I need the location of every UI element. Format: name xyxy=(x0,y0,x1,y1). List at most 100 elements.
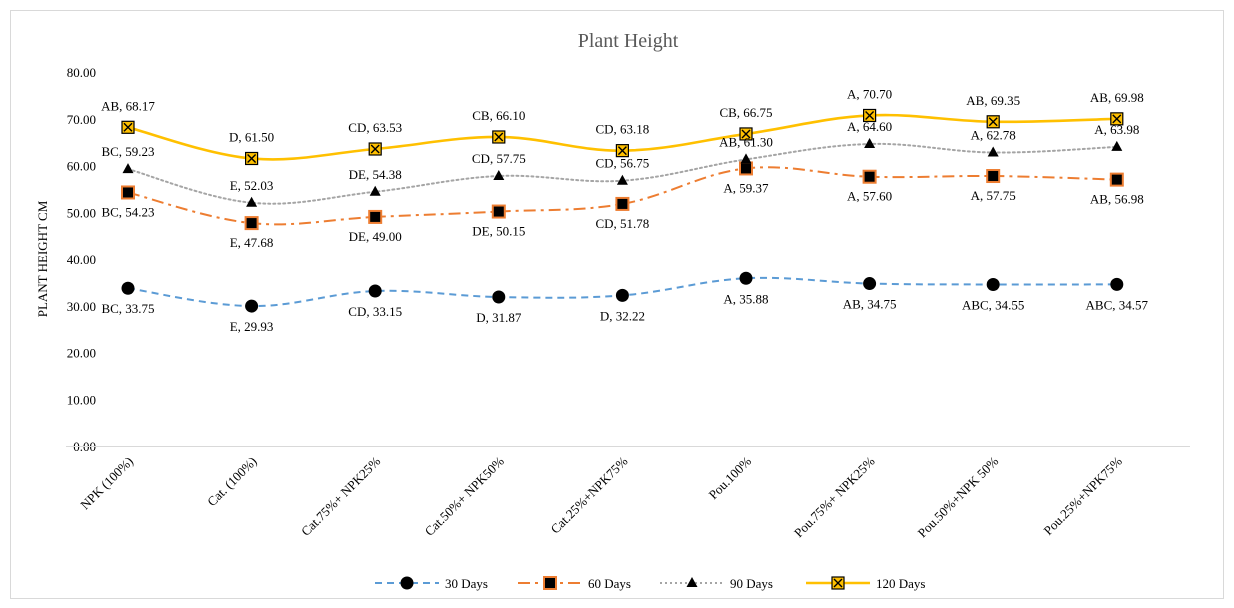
series-120-days-data-label: CD, 63.18 xyxy=(595,122,649,137)
series-90-days-point xyxy=(864,137,876,148)
series-60-days-point xyxy=(862,169,877,184)
y-tick-label: 80.00 xyxy=(67,65,96,80)
legend-90-days-label: 90 Days xyxy=(730,576,773,591)
series-60-days-data-label: E, 47.68 xyxy=(230,235,274,250)
legend-120-days-point xyxy=(831,576,845,590)
series-120-days-point xyxy=(739,127,753,141)
series-90-days-data-label: DE, 54.38 xyxy=(349,167,402,182)
series-30-days-data-label: ABC, 34.55 xyxy=(962,297,1024,312)
series-60-days-point xyxy=(244,216,259,231)
series-90-days-point xyxy=(616,174,628,185)
series-90-days xyxy=(122,137,1123,207)
series-30-days-point xyxy=(121,281,135,295)
series-90-days-data-label: CD, 56.75 xyxy=(595,156,649,171)
series-90-days-point xyxy=(493,170,505,181)
series-120-days-data-label: CD, 63.53 xyxy=(348,120,402,135)
data-label-layer: BC, 33.75 E, 29.93 CD, 33.15 D, 31.87 D, 32.… xyxy=(101,86,1148,334)
series-30-days-data-label: ABC, 34.57 xyxy=(1086,297,1149,312)
y-tick-label: 30.00 xyxy=(67,299,96,314)
y-axis-title: PLANT HEIGHT CM xyxy=(35,200,50,317)
series-120-days-data-label: D, 61.50 xyxy=(229,129,274,144)
series-90-days-point xyxy=(369,185,381,196)
chart-frame xyxy=(10,10,1224,599)
series-30-days-point xyxy=(1110,277,1124,291)
series-30-days-data-label: D, 32.22 xyxy=(600,308,645,323)
legend-60-days: 60 Days xyxy=(518,576,631,591)
legend-120-days-label: 120 Days xyxy=(876,576,925,591)
series-30-days xyxy=(121,271,1124,313)
series-60-days xyxy=(121,161,1124,231)
series-120-days-point xyxy=(862,108,877,123)
series-60-days-data-label: BC, 54.23 xyxy=(101,204,154,219)
series-30-days-data-label: D, 31.87 xyxy=(476,310,522,325)
series-30-days-data-label: CD, 33.15 xyxy=(348,304,402,319)
y-tick-label: 20.00 xyxy=(67,346,96,361)
series-90-days-data-label: A, 63.98 xyxy=(1094,122,1139,137)
series-120-days-data-label: AB, 69.98 xyxy=(1090,90,1144,105)
series-90-days-point xyxy=(987,146,999,157)
series-120-days-point xyxy=(986,115,1000,129)
series-120-days-data-label: A, 70.70 xyxy=(847,86,892,101)
series-60-days-point xyxy=(986,169,1001,184)
series-120-days-point xyxy=(368,142,382,156)
series-120-days-point xyxy=(121,120,135,134)
y-tick-label: 40.00 xyxy=(67,252,96,267)
series-30-days-data-label: A, 35.88 xyxy=(723,291,768,306)
series-30-days-data-label: E, 29.93 xyxy=(230,319,274,334)
legend-120-days: 120 Days xyxy=(806,576,925,591)
y-tick-label: 50.00 xyxy=(67,205,96,220)
series-60-days-data-label: DE, 49.00 xyxy=(349,229,402,244)
series-layer xyxy=(121,108,1124,313)
series-120-days-point xyxy=(245,151,259,166)
legend: 30 Days 60 Days 90 Days 120 Days xyxy=(375,576,925,591)
series-120-days-data-label: CB, 66.10 xyxy=(472,108,525,123)
chart-title: Plant Height xyxy=(578,30,679,52)
legend-30-days-point xyxy=(400,576,414,590)
y-tick-label: 70.00 xyxy=(67,112,96,127)
series-30-days-data-label: BC, 33.75 xyxy=(101,301,154,316)
series-120-days xyxy=(121,108,1124,166)
series-60-days-point xyxy=(739,161,753,176)
series-90-days-point xyxy=(246,196,258,207)
series-30-days-point xyxy=(492,290,506,304)
series-90-days-point xyxy=(1111,140,1123,151)
series-120-days-data-label: CB, 66.75 xyxy=(719,105,772,120)
legend-30-days: 30 Days xyxy=(375,576,488,591)
series-120-days-point xyxy=(492,130,506,144)
series-60-days-point xyxy=(615,196,630,211)
series-90-days-data-label: E, 52.03 xyxy=(230,178,274,193)
legend-90-days: 90 Days xyxy=(660,576,773,591)
series-120-days-point xyxy=(1110,112,1124,126)
series-60-days-data-label: A, 59.37 xyxy=(723,180,769,195)
series-60-days-data-label: DE, 50.15 xyxy=(472,224,525,239)
series-60-days-data-label: A, 57.60 xyxy=(847,189,892,204)
series-90-days-data-label: CD, 57.75 xyxy=(472,151,526,166)
series-90-days-data-label: A, 62.78 xyxy=(971,128,1016,143)
series-30-days-point xyxy=(245,299,259,313)
legend-60-days-point xyxy=(543,576,557,590)
series-60-days-point xyxy=(121,185,135,200)
series-90-days-point xyxy=(740,153,752,164)
legend-60-days-label: 60 Days xyxy=(588,576,631,591)
series-120-days-data-label: AB, 69.35 xyxy=(966,93,1020,108)
legend-90-days-point xyxy=(686,577,698,587)
series-90-days-data-label: AB, 61.30 xyxy=(719,134,773,149)
series-90-days-data-label: BC, 59.23 xyxy=(101,144,154,159)
y-axis-ticks: 0.0010.0020.0030.0040.0050.0060.0070.008… xyxy=(67,65,96,454)
series-30-days-point xyxy=(615,288,629,302)
y-tick-label: 10.00 xyxy=(67,392,96,407)
series-30-days-point xyxy=(863,277,877,291)
series-60-days-data-label: AB, 56.98 xyxy=(1090,192,1144,207)
series-60-days-point xyxy=(491,204,506,219)
series-60-days-data-label: CD, 51.78 xyxy=(595,216,649,231)
series-60-days-point xyxy=(1109,172,1124,187)
series-30-days-data-label: AB, 34.75 xyxy=(843,297,897,312)
series-30-days-point xyxy=(986,277,1000,291)
series-60-days-data-label: A, 57.75 xyxy=(971,188,1016,203)
y-tick-label: 60.00 xyxy=(67,159,96,174)
series-30-days-point xyxy=(739,271,753,285)
series-30-days-point xyxy=(368,284,382,298)
series-120-days-point xyxy=(615,144,630,158)
